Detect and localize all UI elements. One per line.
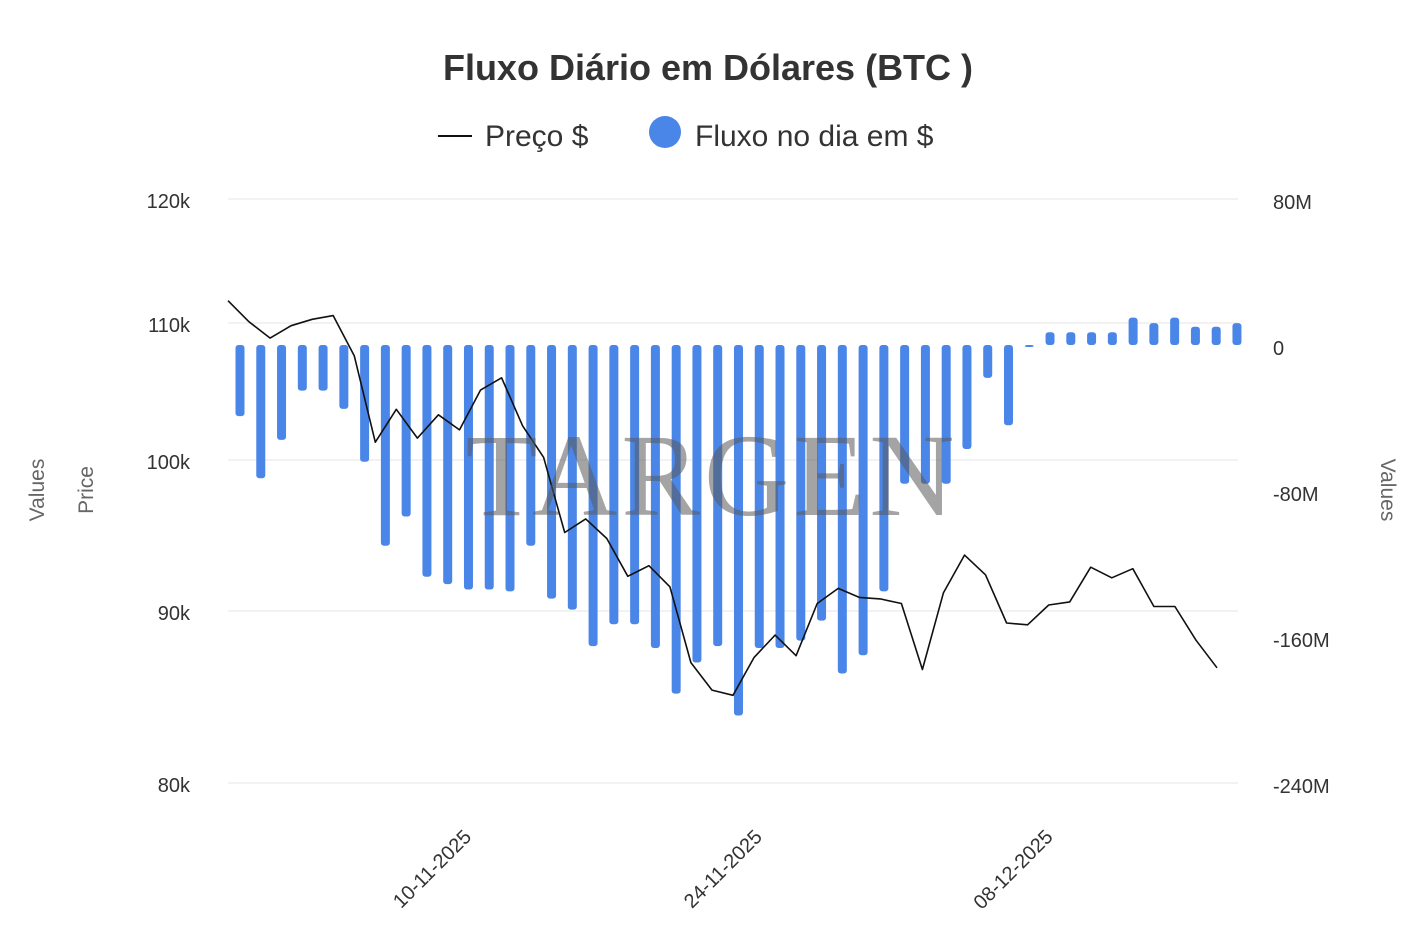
watermark: TARGEN	[465, 410, 958, 541]
y-left-axis: 80k 90k 100k 110k 120k	[147, 191, 191, 797]
gridlines	[228, 198, 1238, 784]
y-left-tick-label: 110k	[148, 315, 191, 337]
x-tick-label: 08-12-2025	[970, 826, 1058, 914]
flow-bar[interactable]	[526, 345, 536, 546]
flow-bar[interactable]	[817, 345, 827, 621]
flow-bar[interactable]	[650, 345, 660, 648]
flow-bars	[235, 317, 1242, 716]
y-right-axis: -240M -160M -80M 0 80M	[1273, 192, 1330, 798]
flow-bar[interactable]	[505, 345, 515, 592]
flow-bar[interactable]	[1128, 317, 1138, 345]
flow-bar[interactable]	[1232, 323, 1242, 345]
y-left-tick-label: 80k	[158, 775, 191, 797]
flow-bar[interactable]	[858, 345, 868, 656]
flow-bar[interactable]	[588, 345, 598, 647]
legend-bar-swatch	[649, 116, 681, 148]
flow-bar[interactable]	[422, 345, 432, 577]
flow-bar[interactable]	[339, 345, 349, 409]
x-tick-label: 10-11-2025	[389, 826, 476, 913]
flow-bar[interactable]	[1087, 332, 1097, 345]
y-right-tick-label: 0	[1273, 338, 1284, 360]
flow-bar[interactable]	[1024, 345, 1034, 347]
flow-bar[interactable]	[484, 345, 494, 590]
y-left-tick-label: 100k	[147, 452, 191, 474]
flow-bar[interactable]	[1190, 326, 1200, 345]
flow-bar[interactable]	[463, 345, 473, 590]
flow-bar[interactable]	[754, 345, 764, 648]
flow-bar[interactable]	[297, 345, 307, 391]
flow-bar[interactable]	[879, 345, 889, 592]
legend-label-price[interactable]: Preço $	[485, 120, 589, 153]
flow-bar[interactable]	[567, 345, 577, 610]
y-right-tick-label: 80M	[1273, 192, 1312, 214]
flow-bar[interactable]	[983, 345, 993, 378]
flow-bar[interactable]	[671, 345, 681, 694]
flow-bar[interactable]	[235, 345, 245, 417]
flow-bar[interactable]	[900, 345, 910, 484]
flow-bar[interactable]	[920, 345, 930, 484]
y-left-axis-title-values: Values	[26, 459, 49, 522]
flow-bar[interactable]	[318, 345, 328, 391]
flow-bar[interactable]	[1211, 326, 1221, 345]
x-tick-label: 24-11-2025	[680, 826, 767, 913]
y-right-tick-label: -240M	[1273, 776, 1330, 798]
chart-title: Fluxo Diário em Dólares (BTC )	[443, 47, 973, 88]
flow-bar[interactable]	[733, 345, 743, 716]
flow-bar[interactable]	[775, 345, 785, 648]
y-right-tick-label: -160M	[1273, 630, 1330, 652]
flow-bar[interactable]	[713, 345, 723, 647]
flow-bar[interactable]	[962, 345, 972, 450]
flow-bar[interactable]	[380, 345, 390, 546]
legend[interactable]: Preço $ Fluxo no dia em $	[438, 116, 934, 153]
flow-bar[interactable]	[1066, 332, 1076, 345]
flow-bar[interactable]	[547, 345, 557, 599]
flow-bar[interactable]	[401, 345, 411, 517]
flow-bar[interactable]	[1003, 345, 1013, 426]
x-axis: 10-11-2025 24-11-2025 08-12-2025	[389, 826, 1057, 914]
flow-bar[interactable]	[1149, 323, 1159, 345]
flow-bar[interactable]	[256, 345, 266, 479]
y-right-axis-title-values: Values	[1376, 459, 1399, 522]
y-left-tick-label: 90k	[158, 603, 191, 625]
y-right-tick-label: -80M	[1273, 484, 1319, 506]
legend-label-flow[interactable]: Fluxo no dia em $	[695, 120, 934, 153]
flow-bar[interactable]	[692, 345, 702, 663]
y-left-tick-label: 120k	[147, 191, 191, 213]
flow-bar[interactable]	[1045, 332, 1055, 345]
flow-bar[interactable]	[796, 345, 806, 641]
flow-bar[interactable]	[1107, 332, 1117, 345]
flow-bar[interactable]	[360, 345, 370, 462]
flow-bar[interactable]	[941, 345, 951, 484]
flow-bar[interactable]	[277, 345, 287, 440]
flow-bar[interactable]	[630, 345, 640, 625]
y-left-axis-title-price: Price	[75, 466, 98, 514]
flow-bar[interactable]	[443, 345, 453, 585]
price-line	[227, 300, 1218, 697]
flow-bar[interactable]	[1170, 317, 1180, 345]
